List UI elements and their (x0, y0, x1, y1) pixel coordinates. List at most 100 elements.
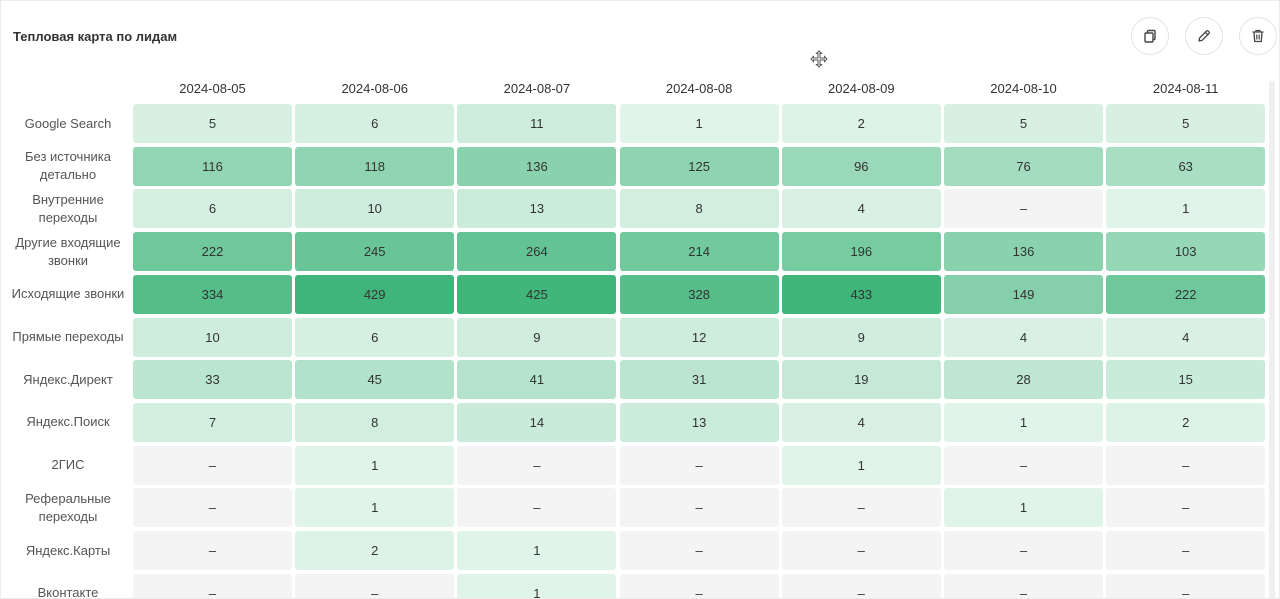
heatmap-cell[interactable]: 2 (781, 104, 941, 143)
heatmap-cell[interactable]: – (457, 488, 617, 528)
heatmap-cell[interactable]: 7 (133, 402, 292, 442)
heatmap-cell[interactable]: – (457, 445, 617, 485)
move-icon[interactable] (810, 50, 828, 68)
heatmap-cell[interactable]: 76 (944, 146, 1103, 186)
copy-icon (1144, 29, 1156, 43)
heatmap-cell[interactable]: – (781, 531, 941, 570)
heatmap-cell[interactable]: – (781, 488, 941, 528)
heatmap-cell[interactable]: 1 (944, 488, 1103, 528)
heatmap-cell[interactable]: 103 (1106, 232, 1266, 272)
heatmap-cell[interactable]: 136 (457, 146, 617, 186)
heatmap-cell[interactable]: – (944, 189, 1103, 229)
heatmap-cell[interactable]: 245 (295, 232, 455, 272)
heatmap-cell[interactable]: 19 (781, 360, 941, 400)
heatmap-cell[interactable]: – (1106, 573, 1266, 598)
heatmap-cell[interactable]: 96 (781, 146, 941, 186)
heatmap-cell[interactable]: 1 (781, 445, 941, 485)
heatmap-cell[interactable]: 1 (619, 104, 779, 143)
heatmap-cell[interactable]: 6 (133, 189, 292, 229)
heatmap-cell[interactable]: – (133, 573, 292, 598)
heatmap-cell[interactable]: 9 (457, 317, 617, 357)
heatmap-cell[interactable]: 429 (295, 274, 455, 314)
heatmap-cell[interactable]: 12 (619, 317, 779, 357)
heatmap-cell[interactable]: 6 (295, 317, 455, 357)
heatmap-cell[interactable]: 1 (1106, 189, 1266, 229)
heatmap-cell[interactable]: – (781, 573, 941, 598)
heatmap-cell[interactable]: 13 (457, 189, 617, 229)
edit-button[interactable] (1185, 17, 1223, 55)
edit-icon (1198, 30, 1210, 42)
heatmap-cell[interactable]: 1 (295, 488, 455, 528)
column-header: 2024-08-10 (990, 81, 1057, 96)
heatmap-cell[interactable]: 1 (457, 573, 617, 598)
heatmap-cell[interactable]: 1 (295, 445, 455, 485)
heatmap-cell[interactable]: – (1106, 445, 1266, 485)
heatmap-cell[interactable]: 433 (781, 274, 941, 314)
heatmap-cell[interactable]: – (133, 531, 292, 570)
heatmap-cell[interactable]: 5 (1106, 104, 1266, 143)
delete-button[interactable] (1239, 17, 1277, 55)
heatmap-cell[interactable]: 8 (619, 189, 779, 229)
heatmap-cell[interactable]: 264 (457, 232, 617, 272)
heatmap-cell[interactable]: 149 (944, 274, 1103, 314)
heatmap-cell[interactable]: – (1106, 488, 1266, 528)
heatmap-cell[interactable]: 5 (944, 104, 1103, 143)
heatmap-cell[interactable]: 4 (781, 189, 941, 229)
heatmap-cell[interactable]: 13 (619, 402, 779, 442)
heatmap-cell[interactable]: 10 (133, 317, 292, 357)
heatmap-cell[interactable]: 196 (781, 232, 941, 272)
heatmap-cell[interactable]: 14 (457, 402, 617, 442)
heatmap-cell[interactable]: 222 (1106, 274, 1266, 314)
vertical-scrollbar[interactable] (1269, 81, 1275, 598)
heatmap-cell[interactable]: 10 (295, 189, 455, 229)
heatmap-cell[interactable]: 31 (619, 360, 779, 400)
heatmap-cell[interactable]: 33 (133, 360, 292, 400)
heatmap-cell[interactable]: – (133, 445, 292, 485)
heatmap-cell[interactable]: 28 (944, 360, 1103, 400)
heatmap-cell[interactable]: – (944, 573, 1103, 598)
heatmap-cell[interactable]: – (619, 531, 779, 570)
heatmap-cell[interactable]: 11 (457, 104, 617, 143)
heatmap-cell[interactable]: 118 (295, 146, 455, 186)
row-label: Внутренние переходы (32, 191, 104, 225)
heatmap-cell[interactable]: 63 (1106, 146, 1266, 186)
heatmap-cell[interactable]: 5 (133, 104, 292, 143)
copy-button[interactable] (1131, 17, 1169, 55)
heatmap-cell[interactable]: 1 (457, 531, 617, 570)
heatmap-cell[interactable]: 45 (295, 360, 455, 400)
heatmap-cell[interactable]: 425 (457, 274, 617, 314)
heatmap-cell[interactable]: 9 (781, 317, 941, 357)
column-header: 2024-08-07 (503, 81, 571, 96)
heatmap-cell[interactable]: 4 (944, 317, 1103, 357)
heatmap-cell[interactable]: – (295, 573, 455, 598)
heatmap-cell[interactable]: – (133, 488, 292, 528)
heatmap-cell[interactable]: 8 (295, 402, 455, 442)
heatmap-cell[interactable]: 15 (1106, 360, 1266, 400)
heatmap-cell[interactable]: 2 (1106, 402, 1266, 442)
heatmap-cell[interactable]: – (619, 445, 779, 485)
heatmap-cell[interactable]: 136 (944, 232, 1103, 272)
heatmap-cell[interactable]: 1 (944, 402, 1103, 442)
heatmap-cell[interactable]: 125 (619, 146, 779, 186)
heatmap-cell[interactable]: 222 (133, 232, 292, 272)
heatmap-cell[interactable]: 116 (133, 146, 292, 186)
heatmap-cell[interactable]: – (944, 531, 1103, 570)
heatmap-cell[interactable]: – (1106, 531, 1266, 570)
heatmap-cell[interactable]: 328 (619, 274, 779, 314)
heatmap-cell[interactable]: – (619, 488, 779, 528)
heatmap-cell[interactable]: 4 (1106, 317, 1266, 357)
heatmap-cell[interactable]: 334 (133, 274, 292, 314)
heatmap-cell[interactable]: 6 (295, 104, 455, 143)
column-header: 2024-08-05 (179, 81, 246, 96)
row-label: Реферальные переходы (25, 490, 111, 524)
heatmap-cell[interactable]: 214 (619, 232, 779, 272)
heatmap-cell[interactable]: 4 (781, 402, 941, 442)
delete-icon (1252, 29, 1264, 43)
heatmap-cell[interactable]: – (619, 573, 779, 598)
heatmap-cell[interactable]: – (944, 445, 1103, 485)
heatmap-cell[interactable]: 41 (457, 360, 617, 400)
heatmap-cell[interactable]: 2 (295, 531, 455, 570)
row-label: Яндекс.Директ (23, 371, 113, 387)
